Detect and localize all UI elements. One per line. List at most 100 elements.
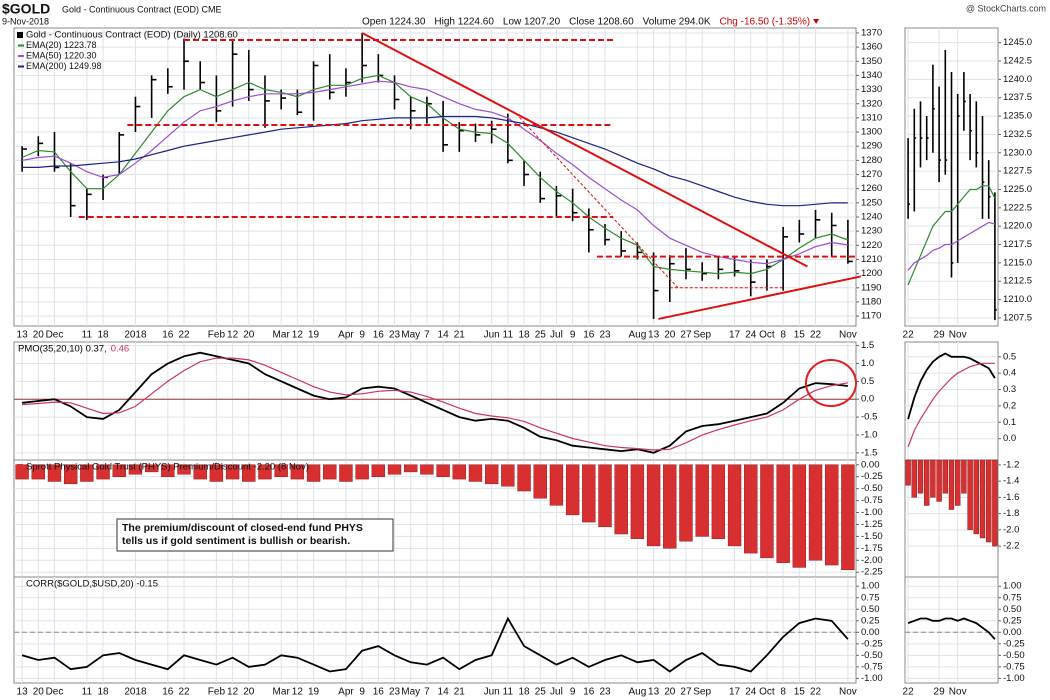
x-tick-label: 22 <box>810 330 822 341</box>
y-tick-label: -2.25 <box>861 567 883 578</box>
y-tick-label: -0.50 <box>1003 650 1025 661</box>
bar <box>582 464 596 523</box>
x-tick-label: 21 <box>454 330 466 341</box>
x-tick-label: 16 <box>373 687 385 698</box>
bar <box>663 464 677 549</box>
y-tick-label: 0.00 <box>861 459 880 470</box>
bar <box>31 464 45 480</box>
y-tick-label: 1.0 <box>861 358 874 369</box>
bar <box>905 459 911 486</box>
y-tick-label: 1222.5 <box>1003 202 1032 213</box>
x-tick-label: Sep <box>693 687 711 698</box>
quote-item: Close 1208.60 <box>569 17 634 28</box>
bar <box>306 464 321 482</box>
y-tick-label: -0.25 <box>861 638 883 649</box>
y-tick-label: -2.0 <box>1003 524 1019 535</box>
credit: @ StockCharts.com <box>966 3 1046 13</box>
bar <box>128 464 143 475</box>
series-line <box>907 362 995 448</box>
bar <box>917 459 924 494</box>
y-tick-label: 1230 <box>861 226 882 237</box>
bar <box>80 464 94 482</box>
y-tick-label: 1225.0 <box>1003 184 1032 195</box>
y-tick-label: 1217.5 <box>1003 239 1032 250</box>
x-tick-label: 18 <box>97 330 109 341</box>
y-tick-label: -0.75 <box>861 661 883 672</box>
y-tick-label: -2.00 <box>861 555 883 566</box>
bar <box>967 459 973 531</box>
x-tick-label: Aug <box>629 330 647 341</box>
x-tick-label: Apr <box>338 687 354 698</box>
bar <box>290 464 305 480</box>
bar <box>533 464 547 499</box>
y-tick-label: 0.25 <box>861 615 880 626</box>
y-tick-label: 0.5 <box>861 376 874 387</box>
y-tick-label: 1235.0 <box>1003 111 1032 122</box>
y-tick-label: 1.00 <box>1003 581 1022 592</box>
y-tick-label: 1242.5 <box>1003 56 1032 67</box>
x-tick-label: 23 <box>599 687 611 698</box>
bar <box>986 459 992 543</box>
y-tick-label: 1.00 <box>861 581 880 592</box>
y-tick-label: 1220 <box>861 240 882 251</box>
y-tick-label: 0.00 <box>1003 627 1022 638</box>
bar <box>258 464 272 480</box>
y-tick-label: -1.00 <box>861 507 883 518</box>
quote-item: Low 1207.20 <box>503 17 561 28</box>
x-tick-label: 23 <box>389 330 401 341</box>
y-tick-label: 1207.5 <box>1003 312 1032 323</box>
y-tick-label: -0.25 <box>861 471 883 482</box>
y-tick-label: -1.8 <box>1003 508 1019 519</box>
bar <box>744 464 758 554</box>
y-tick-label: 1227.5 <box>1003 166 1032 177</box>
y-tick-label: -1.00 <box>861 673 883 684</box>
x-tick-label: 12 <box>227 687 239 698</box>
x-tick-label: 9 <box>359 687 365 698</box>
x-tick-label: 17 <box>729 687 741 698</box>
x-tick-label: 29 <box>934 687 946 698</box>
mark-layer <box>15 32 998 673</box>
y-tick-label: 0.0 <box>861 394 874 405</box>
x-tick-label: 24 <box>745 687 757 698</box>
x-tick-label: 16 <box>583 687 595 698</box>
bar <box>936 459 942 502</box>
y-tick-label: 1180 <box>861 296 881 307</box>
y-tick-label: 0.4 <box>1003 368 1016 379</box>
bar <box>452 464 466 480</box>
y-tick-label: 1300 <box>861 127 882 138</box>
x-tick-label: 14 <box>438 687 450 698</box>
x-tick-label: 13 <box>17 330 29 341</box>
bar <box>404 464 418 473</box>
x-tick-label: 2018 <box>124 330 147 341</box>
y-tick-label: 1260 <box>861 183 882 194</box>
bar <box>942 459 948 494</box>
x-tick-label: 20 <box>243 330 255 341</box>
bar <box>161 464 175 477</box>
y-tick-label: 1200 <box>861 268 882 279</box>
x-tick-label: 23 <box>599 330 611 341</box>
grid-layer <box>13 27 1001 684</box>
x-tick-label: 13 <box>648 330 660 341</box>
bar <box>776 464 790 563</box>
bar <box>614 464 628 535</box>
y-tick-label: 1245.0 <box>1003 37 1032 48</box>
bar <box>209 464 224 482</box>
panel-frame <box>13 341 857 461</box>
bar <box>711 464 726 539</box>
x-tick-label: 22 <box>903 330 915 341</box>
y-tick-label: 0.5 <box>1003 351 1016 362</box>
bar <box>565 464 580 516</box>
bar <box>436 464 450 477</box>
x-tick-label: 20 <box>33 330 45 341</box>
bar <box>144 464 159 473</box>
bar <box>323 464 337 480</box>
x-tick-label: 18 <box>97 687 109 698</box>
bar <box>339 464 353 482</box>
x-tick-label: 7 <box>424 330 430 341</box>
y-tick-label: 0.75 <box>1003 592 1022 603</box>
quote-item: High 1224.60 <box>434 17 494 28</box>
y-tick-label: -0.50 <box>861 483 883 494</box>
quote-item: Volume 294.0K <box>643 17 711 28</box>
bar <box>973 459 979 535</box>
y-tick-label: 1350 <box>861 56 882 67</box>
